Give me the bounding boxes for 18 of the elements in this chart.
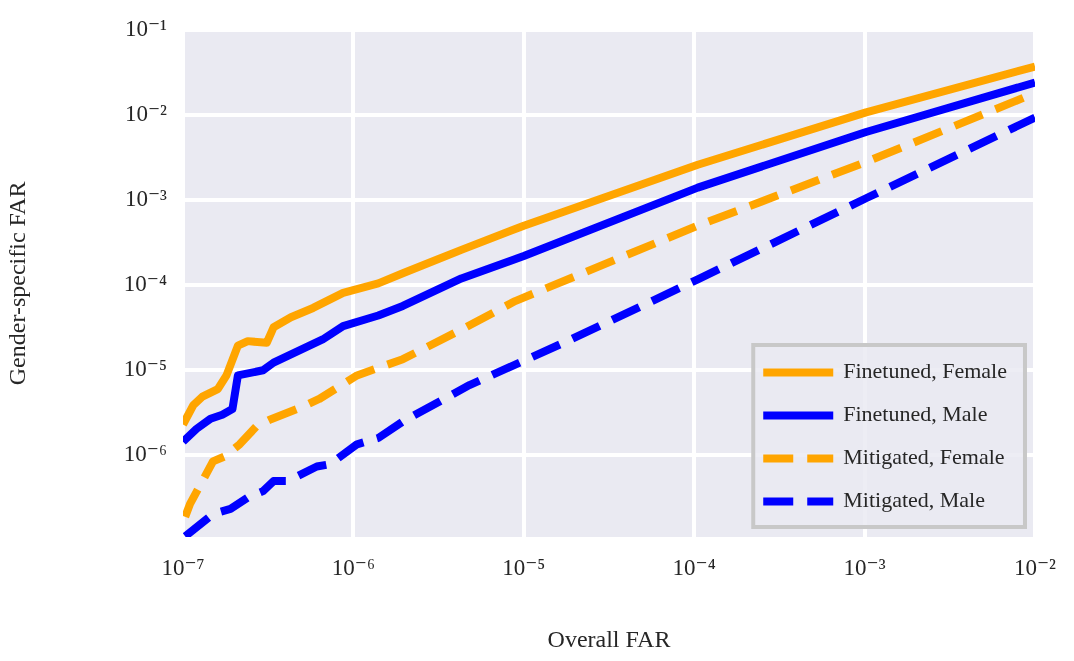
x-tick-label: 10⁻² [1013,554,1057,580]
y-tick-label: 10⁻² [124,100,168,126]
x-tick-label: 10⁻⁷ [161,554,205,580]
x-tick-label: 10⁻⁴ [672,554,716,580]
x-tick-label: 10⁻⁶ [331,554,375,580]
legend-label: Finetuned, Female [843,358,1007,384]
x-tick-label: 10⁻³ [843,554,886,580]
y-tick-label: 10⁻⁴ [123,271,167,297]
y-axis-title: Gender-specific FAR [3,181,30,386]
legend-label: Mitigated, Male [843,487,985,513]
legend-label: Finetuned, Male [843,401,988,427]
y-tick-label: 10⁻⁶ [123,441,167,467]
y-tick-label: 10⁻³ [124,186,168,212]
legend-label: Mitigated, Female [843,444,1005,470]
x-axis-title: Overall FAR [547,625,671,652]
y-tick-label: 10⁻¹ [124,15,168,41]
y-tick-label: 10⁻⁵ [123,356,167,382]
x-tick-label: 10⁻⁵ [502,554,546,580]
